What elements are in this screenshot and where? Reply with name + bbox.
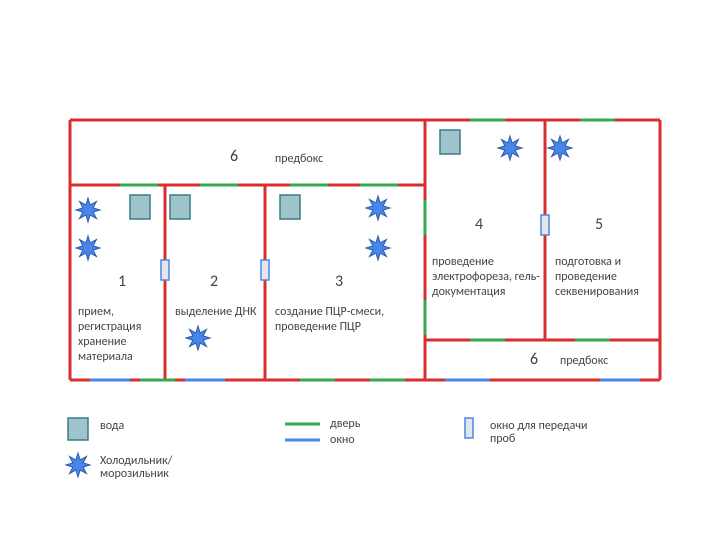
room-2-num: 2 bbox=[210, 272, 218, 291]
room-4-num: 4 bbox=[475, 215, 483, 234]
corridor-top-label: предбокс bbox=[275, 152, 323, 167]
floor-plan-diagram: 6 предбокс 1 2 3 4 5 6 предбокс прием, р… bbox=[0, 0, 720, 540]
legend-window-label: окно bbox=[330, 434, 355, 447]
room-2-desc: выделение ДНК bbox=[175, 305, 257, 320]
legend-pass-label: окно для передачи проб bbox=[490, 420, 610, 446]
room-5-desc: подготовка и проведение секвенирования bbox=[555, 255, 660, 300]
room-1-desc: прием, регистрация хранение материала bbox=[78, 305, 168, 365]
room-1-num: 1 bbox=[118, 272, 126, 291]
room-3-desc: создание ПЦР-смеси, проведение ПЦР bbox=[275, 305, 395, 335]
room-4-desc: проведение электрофореза, гель-документа… bbox=[432, 255, 542, 300]
corridor-top-num: 6 bbox=[230, 147, 238, 166]
legend-fridge-label: Холодильник/ морозильник bbox=[100, 455, 210, 481]
legend-water-label: вода bbox=[100, 420, 124, 433]
room-3-num: 3 bbox=[335, 272, 343, 291]
corridor-bottom-label: предбокс bbox=[560, 354, 608, 369]
legend-door-label: дверь bbox=[330, 418, 360, 431]
room-5-num: 5 bbox=[595, 215, 603, 234]
corridor-bottom-num: 6 bbox=[530, 350, 538, 369]
